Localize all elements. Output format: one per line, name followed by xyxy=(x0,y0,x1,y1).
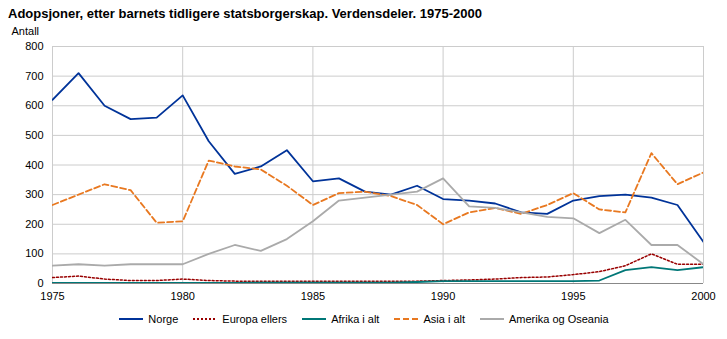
svg-text:1990: 1990 xyxy=(431,290,455,302)
svg-text:500: 500 xyxy=(25,129,43,141)
svg-text:300: 300 xyxy=(25,188,43,200)
html-text:Amerika og Oseania: Amerika og Oseania xyxy=(509,313,609,325)
html-text:Adopsjoner, etter barnets tidl: Adopsjoner, etter barnets tidligere stat… xyxy=(8,6,482,21)
svg-text:1980: 1980 xyxy=(170,290,194,302)
html-text:Norge: Norge xyxy=(148,313,179,325)
svg-text:800: 800 xyxy=(25,40,43,52)
svg-text:200: 200 xyxy=(25,218,43,230)
svg-text:400: 400 xyxy=(25,159,43,171)
svg-text:1995: 1995 xyxy=(561,290,585,302)
html-text:Afrika i alt: Afrika i alt xyxy=(331,313,380,325)
svg-text:1985: 1985 xyxy=(301,290,325,302)
html-text:Europa ellers: Europa ellers xyxy=(222,313,288,325)
svg-text:700: 700 xyxy=(25,70,43,82)
svg-text:Antall: Antall xyxy=(12,25,40,37)
svg-text:1975: 1975 xyxy=(40,290,64,302)
svg-text:600: 600 xyxy=(25,99,43,111)
html-text:Asia i alt: Asia i alt xyxy=(423,313,465,325)
svg-text:2000: 2000 xyxy=(691,290,715,302)
svg-text:0: 0 xyxy=(37,277,43,289)
svg-text:100: 100 xyxy=(25,247,43,259)
